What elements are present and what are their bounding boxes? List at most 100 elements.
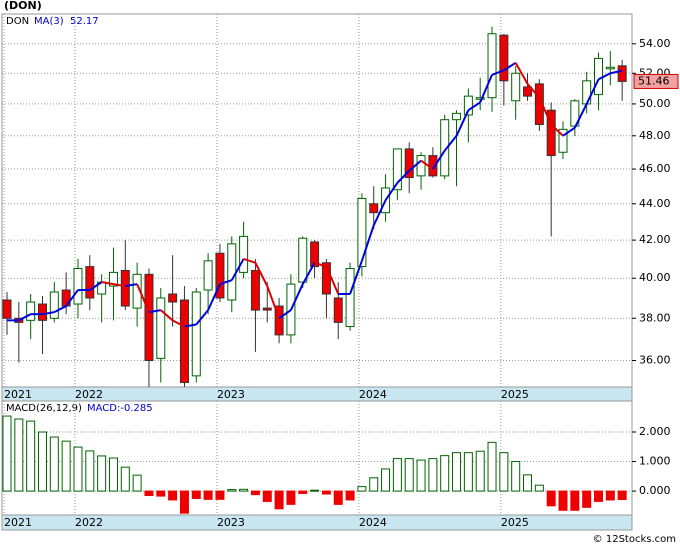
x-tick-label: 2021	[4, 516, 32, 529]
candle-body	[499, 34, 509, 82]
candle-body	[85, 266, 95, 299]
macd-bar	[546, 490, 556, 507]
ma-line	[562, 126, 576, 137]
ma-line	[172, 319, 185, 328]
macd-bar	[37, 431, 47, 492]
x-tick-label: 2021	[4, 388, 32, 401]
candle-body	[475, 97, 485, 100]
ma-line	[243, 257, 256, 264]
ma-line	[42, 311, 55, 316]
ma-line	[278, 309, 292, 320]
y-tick-label: 48.00	[639, 129, 671, 142]
ma-line	[53, 305, 67, 314]
x-tick-label: 2022	[75, 388, 103, 401]
ma-line	[254, 262, 269, 287]
macd-bar	[2, 415, 12, 492]
macd-bar	[475, 450, 485, 492]
ma-line	[526, 83, 541, 99]
ma-line	[598, 72, 611, 81]
macd-bar	[404, 458, 414, 492]
ma-line	[125, 283, 138, 288]
candle-body	[2, 299, 12, 319]
y-tick-label: 2.000	[639, 425, 671, 438]
legend-ma-value: 52.17	[70, 16, 99, 27]
macd-bar	[120, 466, 130, 492]
ma-line	[160, 309, 174, 322]
ma-line	[301, 262, 316, 285]
ma-line	[491, 69, 505, 76]
candle-body	[26, 301, 36, 321]
x-tick-label: 2025	[501, 516, 529, 529]
ma-line	[148, 309, 161, 314]
date-band	[1, 514, 633, 531]
ma-line	[314, 261, 327, 268]
candle-body	[523, 86, 533, 97]
candle-body	[156, 297, 166, 359]
ma-line	[230, 258, 245, 281]
candle-body	[416, 155, 426, 177]
ma-line	[514, 62, 529, 85]
ma-line	[372, 199, 387, 226]
macd-bar	[463, 452, 473, 492]
candle-body	[120, 269, 130, 307]
macd-value: MACD:-0.285	[87, 403, 153, 414]
candle-body	[546, 109, 556, 157]
last-price-box	[633, 73, 679, 89]
candle-body	[179, 299, 189, 384]
macd-bar	[203, 490, 213, 500]
candle-body	[392, 148, 402, 191]
x-tick-label: 2022	[75, 516, 103, 529]
footer: © 12Stocks.com	[593, 534, 676, 545]
candle-body	[511, 72, 521, 102]
y-tick-label: 1.000	[639, 455, 671, 468]
y-tick-label: 42.00	[639, 233, 671, 246]
ma-line	[610, 69, 623, 75]
macd-legend: MACD(26,12,9)	[6, 403, 82, 414]
macd-bar	[14, 418, 24, 492]
macd-panel	[1, 400, 633, 516]
macd-bar	[156, 490, 166, 497]
macd-bar	[440, 455, 450, 492]
candle-body	[49, 291, 59, 319]
candle-body	[487, 33, 497, 99]
ma-line	[467, 101, 481, 112]
candle-body	[168, 293, 178, 303]
candle-body	[108, 271, 118, 287]
candle-body	[605, 66, 615, 70]
y-tick-label: 44.00	[639, 197, 671, 210]
ma-line	[89, 281, 103, 291]
candle-body	[534, 83, 544, 125]
candle-body	[144, 273, 154, 362]
macd-bar	[310, 489, 320, 492]
macd-bar	[605, 490, 615, 501]
macd-bar	[250, 490, 260, 496]
macd-bar	[617, 490, 627, 500]
macd-bar	[73, 446, 83, 492]
macd-bar	[333, 490, 343, 505]
candle-body	[250, 269, 260, 311]
chart-title: (DON)	[4, 0, 42, 12]
candle-body	[239, 235, 249, 273]
ma-line	[184, 323, 197, 328]
macd-bar	[85, 450, 95, 492]
x-tick-label: 2023	[217, 388, 245, 401]
candle-body	[440, 119, 450, 177]
ma-line	[384, 182, 399, 201]
macd-bar	[191, 490, 201, 499]
legend-symbol: DON	[6, 16, 29, 27]
candle-body	[262, 307, 272, 311]
ma-line	[136, 283, 150, 313]
macd-bar	[179, 490, 189, 514]
macd-bar	[26, 420, 36, 492]
candle-body	[274, 305, 284, 336]
ma-line	[573, 103, 588, 129]
macd-bar	[534, 484, 544, 492]
macd-bar	[168, 490, 178, 501]
candle-body	[452, 112, 462, 121]
candle-body	[333, 297, 343, 323]
macd-bar	[215, 490, 225, 500]
ma-line	[349, 260, 363, 295]
ma-line	[266, 285, 281, 319]
macd-bar	[511, 461, 521, 492]
macd-bar	[416, 459, 426, 492]
